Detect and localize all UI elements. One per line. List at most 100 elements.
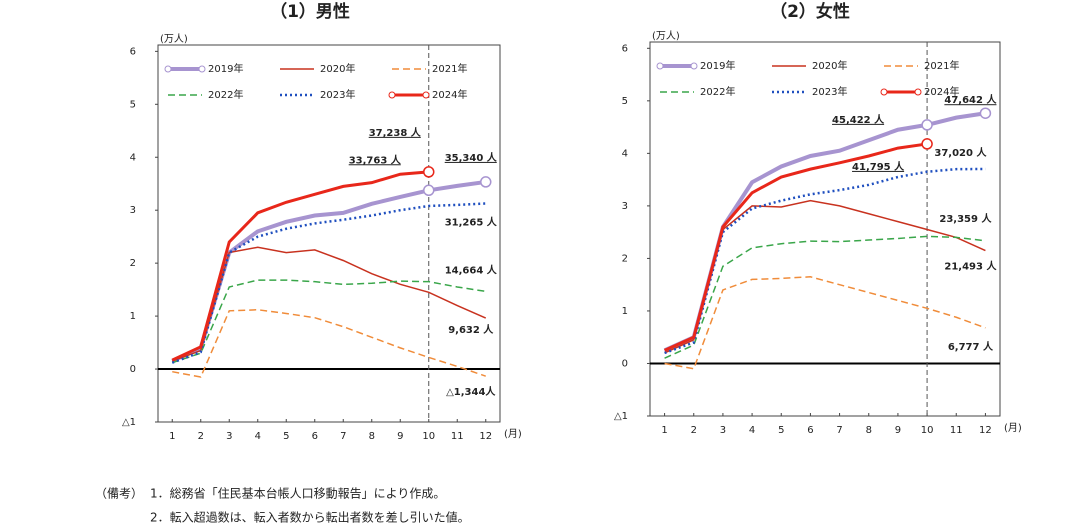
legend-marker xyxy=(914,88,922,96)
legend-label: 2019年 xyxy=(700,59,735,72)
x-tick-label: 8 xyxy=(866,425,872,436)
legend-label: 2024年 xyxy=(432,88,467,101)
y-tick-label: 6 xyxy=(622,43,628,54)
y-tick-label: 2 xyxy=(130,258,136,269)
legend-marker xyxy=(388,91,396,99)
data-label: 37,020 人 xyxy=(934,146,987,159)
data-label: 41,795 人 xyxy=(852,160,905,173)
data-label: 35,340 人 xyxy=(445,151,498,164)
data-label: 9,632 人 xyxy=(448,323,494,336)
note: 1．総務省「住民基本台帳人口移動報告」により作成。 xyxy=(150,486,445,501)
data-label: 21,493 人 xyxy=(944,260,997,273)
legend-label: 2020年 xyxy=(320,62,355,75)
legend-label: 2021年 xyxy=(924,59,959,72)
point-marker xyxy=(480,176,492,188)
y-tick-label: △1 xyxy=(122,417,136,428)
x-tick-label: 6 xyxy=(312,431,318,442)
y-unit: (万人) xyxy=(160,33,188,45)
x-tick-label: 11 xyxy=(451,431,464,442)
y-tick-label: 5 xyxy=(622,96,628,107)
x-tick-label: 1 xyxy=(169,431,175,442)
series-line xyxy=(663,142,928,352)
legend-label: 2022年 xyxy=(700,85,735,98)
x-tick-label: 9 xyxy=(895,425,901,436)
data-label: 31,265 人 xyxy=(445,216,498,229)
legend-marker xyxy=(164,65,172,73)
y-tick-label: 0 xyxy=(130,364,136,375)
legend-label: 2020年 xyxy=(812,59,847,72)
note: 2．転入超過数は、転入者数から転出者数を差し引いた値。 xyxy=(150,510,470,525)
series-line xyxy=(664,199,986,354)
x-tick-label: 4 xyxy=(255,431,261,442)
x-tick-label: 11 xyxy=(950,425,963,436)
legend-marker xyxy=(880,88,888,96)
data-label: 47,642 人 xyxy=(944,93,997,106)
x-tick-label: 10 xyxy=(921,425,934,436)
x-tick-label: 8 xyxy=(369,431,375,442)
series-line xyxy=(664,235,986,359)
legend-label: 2024年 xyxy=(924,85,959,98)
series-line xyxy=(171,179,487,363)
x-tick-label: 5 xyxy=(778,425,784,436)
chart-title: （1）男性 xyxy=(270,1,350,22)
y-tick-label: 1 xyxy=(130,311,136,322)
y-tick-label: 2 xyxy=(622,253,628,264)
x-tick-label: 2 xyxy=(691,425,697,436)
y-tick-label: 4 xyxy=(622,148,628,159)
legend-label: 2023年 xyxy=(320,88,355,101)
data-label: 14,664 人 xyxy=(445,263,498,276)
chart-title: （2）女性 xyxy=(770,1,850,22)
y-tick-label: 3 xyxy=(622,201,628,212)
y-tick-label: 0 xyxy=(622,358,628,369)
series-line xyxy=(664,276,986,370)
legend-label: 2021年 xyxy=(432,62,467,75)
plot-frame xyxy=(649,41,1001,417)
legend-label: 2022年 xyxy=(208,88,243,101)
x-unit: (月) xyxy=(1004,422,1022,434)
series-line xyxy=(172,308,486,378)
x-tick-label: 4 xyxy=(749,425,755,436)
legend-marker xyxy=(422,91,430,99)
legend-marker xyxy=(198,65,206,73)
legend-marker xyxy=(690,62,698,70)
x-tick-label: 12 xyxy=(979,425,992,436)
x-unit: (月) xyxy=(504,428,522,440)
y-tick-label: 4 xyxy=(130,152,136,163)
notes-label: （備考） xyxy=(95,486,143,501)
data-label: △1,344人 xyxy=(446,385,496,398)
point-marker xyxy=(423,166,435,178)
series-line xyxy=(172,279,486,364)
y-unit: (万人) xyxy=(652,30,680,42)
series-line xyxy=(171,170,429,362)
x-tick-label: 6 xyxy=(807,425,813,436)
x-tick-label: 10 xyxy=(422,431,435,442)
y-tick-label: △1 xyxy=(614,411,628,422)
x-tick-label: 5 xyxy=(283,431,289,442)
point-marker xyxy=(921,119,933,131)
point-marker xyxy=(921,138,933,150)
x-tick-label: 1 xyxy=(661,425,667,436)
y-tick-label: 5 xyxy=(130,99,136,110)
x-tick-label: 9 xyxy=(397,431,403,442)
x-tick-label: 12 xyxy=(479,431,492,442)
x-tick-label: 3 xyxy=(720,425,726,436)
point-marker xyxy=(423,184,435,197)
point-marker xyxy=(979,107,992,119)
data-label: 37,238 人 xyxy=(369,126,422,139)
y-tick-label: 1 xyxy=(622,306,628,317)
x-tick-label: 7 xyxy=(340,431,346,442)
data-label: 23,359 人 xyxy=(939,212,992,225)
legend-label: 2023年 xyxy=(812,85,847,98)
plot-frame xyxy=(157,44,501,423)
data-label: 45,422 人 xyxy=(832,113,885,126)
legend-marker xyxy=(656,62,664,70)
data-label: 6,777 人 xyxy=(948,340,994,353)
series-line xyxy=(171,246,487,362)
y-tick-label: 3 xyxy=(130,205,136,216)
data-label: 33,763 人 xyxy=(349,153,402,166)
x-tick-label: 7 xyxy=(836,425,842,436)
x-tick-label: 3 xyxy=(226,431,232,442)
legend-label: 2019年 xyxy=(208,62,243,75)
x-tick-label: 2 xyxy=(198,431,204,442)
